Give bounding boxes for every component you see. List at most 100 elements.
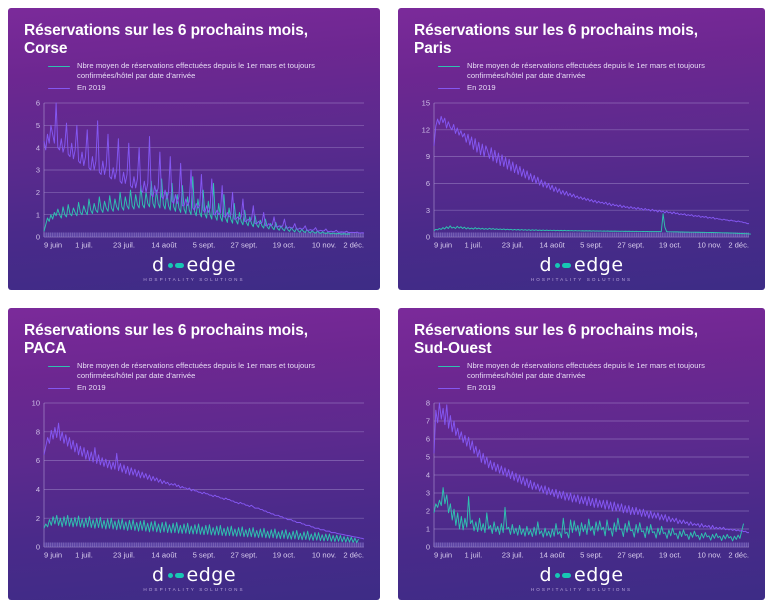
legend-swatch-teal-icon	[48, 66, 70, 67]
logo-dots-icon	[167, 572, 184, 578]
logo-tagline: HOSPITALITY SOLUTIONS	[143, 587, 245, 592]
svg-text:2 déc.: 2 déc.	[343, 551, 364, 560]
logo-mark: d edge	[539, 254, 623, 276]
svg-text:5: 5	[426, 453, 430, 462]
svg-text:19 oct.: 19 oct.	[659, 241, 682, 250]
plot-area: 0 1 2 3 4 5 6 7 8 9 juin 1 juil. 23 juil. 14 août 5 s…	[414, 399, 751, 560]
brand-logo: d edge HOSPITALITY SOLUTIONS	[8, 564, 380, 592]
svg-text:0: 0	[36, 233, 40, 242]
logo-mark: d edge	[152, 564, 236, 586]
legend-swatch-teal-icon	[438, 66, 460, 67]
svg-text:0: 0	[36, 543, 40, 552]
svg-text:5 sept.: 5 sept.	[580, 241, 603, 250]
svg-text:3: 3	[36, 166, 40, 175]
svg-text:1 juil.: 1 juil.	[465, 551, 483, 560]
svg-text:4: 4	[426, 471, 430, 480]
svg-text:5 sept.: 5 sept.	[193, 241, 216, 250]
legend-label-2020: Nbre moyen de réservations effectuées de…	[467, 361, 705, 380]
svg-text:5: 5	[36, 121, 40, 130]
svg-text:14 août: 14 août	[539, 241, 565, 250]
svg-text:2: 2	[36, 514, 40, 523]
svg-text:12: 12	[422, 125, 430, 134]
page-title: Réservations sur les 6 prochains mois, S…	[414, 322, 698, 357]
logo-letter-d: d	[539, 254, 553, 276]
legend-swatch-purple-icon	[438, 88, 460, 89]
legend-item-2020: Nbre moyen de réservations effectuées de…	[438, 61, 749, 80]
legend-swatch-purple-icon	[48, 88, 70, 89]
svg-text:23 juil.: 23 juil.	[502, 551, 524, 560]
svg-text:1 juil.: 1 juil.	[75, 241, 93, 250]
chart-cell-paris: Réservations sur les 6 prochains mois, P…	[390, 0, 775, 300]
logo-dots-icon	[167, 262, 184, 268]
legend-swatch-teal-icon	[438, 366, 460, 367]
legend-item-2019: En 2019	[48, 83, 364, 93]
svg-text:9: 9	[426, 152, 430, 161]
svg-text:2: 2	[426, 507, 430, 516]
logo-tagline: HOSPITALITY SOLUTIONS	[143, 277, 245, 282]
svg-text:6: 6	[36, 456, 40, 465]
chart-legend: Nbre moyen de réservations effectuées de…	[48, 361, 364, 393]
svg-text:19 oct.: 19 oct.	[659, 551, 682, 560]
svg-text:8: 8	[426, 399, 430, 408]
svg-text:2: 2	[36, 188, 40, 197]
brand-logo: d edge HOSPITALITY SOLUTIONS	[8, 254, 380, 282]
page-title: Réservations sur les 6 prochains mois, C…	[24, 22, 308, 57]
chart-legend: Nbre moyen de réservations effectuées de…	[48, 61, 364, 93]
legend-label-2019: En 2019	[467, 383, 496, 392]
brand-logo: d edge HOSPITALITY SOLUTIONS	[398, 254, 765, 282]
legend-swatch-purple-icon	[48, 388, 70, 389]
svg-text:4: 4	[36, 143, 40, 152]
legend-label-2019: En 2019	[77, 383, 106, 392]
chart-cell-sud-ouest: Réservations sur les 6 prochains mois, S…	[390, 300, 775, 610]
logo-letter-d: d	[151, 564, 165, 586]
svg-text:10 nov.: 10 nov.	[697, 551, 721, 560]
legend-label-2020: Nbre moyen de réservations effectuées de…	[77, 61, 315, 80]
chart-legend: Nbre moyen de réservations effectuées de…	[438, 361, 749, 393]
svg-text:6: 6	[426, 435, 430, 444]
chart-card: Réservations sur les 6 prochains mois, S…	[398, 308, 765, 600]
page-title: Réservations sur les 6 prochains mois, P…	[24, 322, 308, 357]
svg-text:2 déc.: 2 déc.	[728, 551, 749, 560]
svg-text:1: 1	[36, 210, 40, 219]
chart-cell-corse: Réservations sur les 6 prochains mois, C…	[0, 0, 390, 300]
svg-text:14 août: 14 août	[151, 551, 177, 560]
svg-text:9 juin: 9 juin	[434, 241, 452, 250]
svg-text:5 sept.: 5 sept.	[193, 551, 216, 560]
svg-text:0: 0	[426, 543, 430, 552]
svg-text:2 déc.: 2 déc.	[728, 241, 749, 250]
svg-text:2 déc.: 2 déc.	[343, 241, 364, 250]
page-title: Réservations sur les 6 prochains mois, P…	[414, 22, 698, 57]
svg-text:23 juil.: 23 juil.	[113, 241, 135, 250]
legend-label-2019: En 2019	[467, 83, 496, 92]
legend-item-2019: En 2019	[438, 83, 749, 93]
logo-dots-icon	[555, 262, 572, 268]
logo-mark: d edge	[539, 564, 623, 586]
logo-word-edge: edge	[186, 564, 237, 586]
plot-area: 0 3 6 9 12 15 9 juin 1 juil. 23 juil. 14 août 5 se…	[414, 99, 751, 250]
logo-word-edge: edge	[574, 564, 624, 586]
svg-text:3: 3	[426, 206, 430, 215]
chart-legend: Nbre moyen de réservations effectuées de…	[438, 61, 749, 93]
legend-item-2020: Nbre moyen de réservations effectuées de…	[48, 361, 364, 380]
logo-word-edge: edge	[574, 254, 624, 276]
svg-text:27 sept.: 27 sept.	[230, 241, 257, 250]
svg-text:10 nov.: 10 nov.	[312, 551, 336, 560]
legend-item-2020: Nbre moyen de réservations effectuées de…	[48, 61, 364, 80]
svg-text:3: 3	[426, 489, 430, 498]
svg-text:4: 4	[36, 485, 40, 494]
legend-label-2019: En 2019	[77, 83, 106, 92]
svg-text:1: 1	[426, 525, 430, 534]
legend-swatch-teal-icon	[48, 366, 70, 367]
svg-text:6: 6	[36, 99, 40, 108]
svg-text:27 sept.: 27 sept.	[617, 241, 644, 250]
svg-text:10: 10	[32, 399, 40, 408]
logo-letter-d: d	[151, 254, 165, 276]
chart-card: Réservations sur les 6 prochains mois, P…	[8, 308, 380, 600]
svg-text:6: 6	[426, 179, 430, 188]
svg-text:10 nov.: 10 nov.	[697, 241, 721, 250]
svg-text:5 sept.: 5 sept.	[580, 551, 603, 560]
logo-mark: d edge	[152, 254, 236, 276]
svg-text:0: 0	[426, 233, 430, 242]
chart-cell-paca: Réservations sur les 6 prochains mois, P…	[0, 300, 390, 610]
svg-text:23 juil.: 23 juil.	[502, 241, 524, 250]
